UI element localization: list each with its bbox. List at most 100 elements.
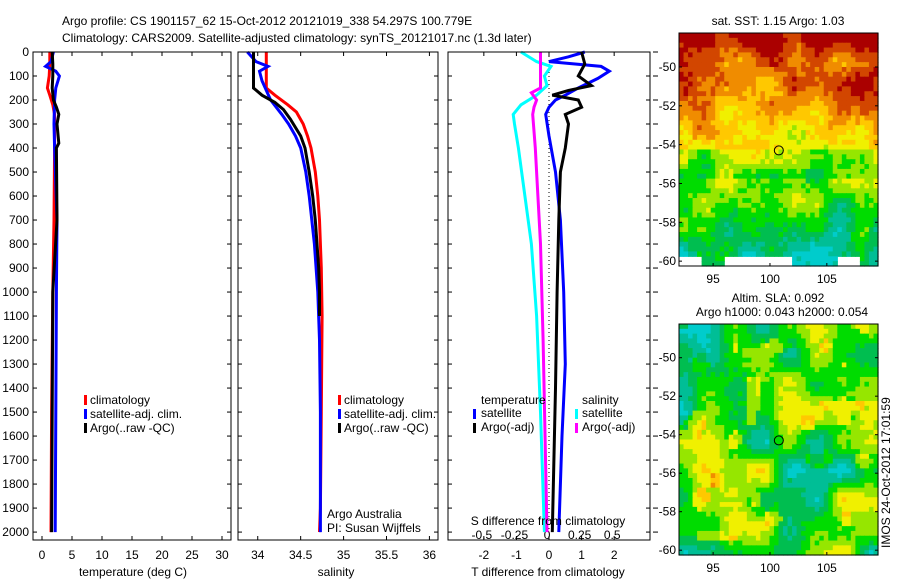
map-cell xyxy=(742,188,748,194)
map-cell xyxy=(832,241,838,248)
map-cell xyxy=(764,159,771,165)
series-line-climatology xyxy=(264,52,324,533)
map-cell xyxy=(683,105,689,112)
map-cell xyxy=(683,42,689,49)
map-cell xyxy=(737,535,743,542)
map-cell xyxy=(719,105,725,112)
map-cell xyxy=(764,52,771,58)
map-cell xyxy=(828,105,834,112)
map-cell xyxy=(764,458,771,465)
map-cell xyxy=(715,261,721,267)
map-cell xyxy=(828,212,834,219)
map-cell xyxy=(864,372,870,378)
map-cell xyxy=(706,439,712,445)
map-cell xyxy=(773,487,780,494)
map-cell xyxy=(814,241,820,248)
map-cell xyxy=(773,81,780,87)
map-cell xyxy=(819,207,825,214)
map-cell xyxy=(823,71,829,78)
map-cell xyxy=(801,482,807,489)
legend-label: Argo(..raw -QC) xyxy=(90,421,175,435)
lat-tick-label: -54 xyxy=(659,138,677,152)
map-cell xyxy=(787,37,793,44)
map-cell xyxy=(837,526,843,532)
map-cell xyxy=(841,246,847,253)
map-cell xyxy=(855,458,861,465)
map-cell xyxy=(679,420,685,426)
map-cell xyxy=(692,502,698,508)
map-cell xyxy=(710,246,716,253)
map-cell xyxy=(751,134,757,141)
map-cell xyxy=(783,396,789,402)
map-cell xyxy=(710,478,716,484)
map-cell xyxy=(679,66,685,73)
map-cell xyxy=(719,497,725,503)
map-cell xyxy=(764,76,771,83)
map-cell xyxy=(792,183,798,189)
map-cell xyxy=(755,497,762,503)
map-cell xyxy=(719,487,725,494)
map-cell xyxy=(701,159,707,165)
map-cell xyxy=(724,492,730,498)
map-cell xyxy=(783,473,789,479)
map-cell xyxy=(710,110,716,117)
map-cell xyxy=(692,381,698,388)
map-cell xyxy=(764,550,771,556)
map-cell xyxy=(841,105,847,112)
map-cell xyxy=(801,415,807,421)
map-cell xyxy=(773,429,780,436)
map-cell xyxy=(746,401,752,407)
map-cell xyxy=(679,492,685,498)
map-cell xyxy=(778,110,784,117)
map-cell xyxy=(737,386,743,392)
map-cell xyxy=(692,357,698,364)
x-tick-label: 34.5 xyxy=(289,548,313,562)
map-cell xyxy=(764,134,771,141)
map-cell xyxy=(719,241,725,248)
map-cell xyxy=(769,96,775,102)
map-cell xyxy=(778,251,784,257)
map-cell xyxy=(683,381,689,388)
map-cell xyxy=(701,198,707,204)
map-cell xyxy=(679,381,685,388)
map-cell xyxy=(683,410,689,417)
map-cell xyxy=(778,178,784,185)
map-cell xyxy=(814,463,820,469)
map-cell xyxy=(737,381,743,388)
map-cell xyxy=(692,468,698,474)
map-cell xyxy=(841,429,847,436)
map-cell xyxy=(841,405,847,412)
map-cell xyxy=(801,115,807,121)
map-cell xyxy=(778,482,784,489)
map-cell xyxy=(805,188,811,194)
map-cell xyxy=(796,540,802,546)
map-cell xyxy=(828,333,834,340)
map-cell xyxy=(728,535,734,542)
map-cell xyxy=(873,482,879,489)
map-cell xyxy=(697,202,703,209)
map-cell xyxy=(837,391,843,397)
map-cell xyxy=(746,420,752,426)
map-cell xyxy=(688,57,694,63)
map-cell xyxy=(715,381,721,388)
map-cell xyxy=(801,154,807,160)
map-cell xyxy=(810,362,816,368)
map-cell xyxy=(769,511,775,518)
map-cell xyxy=(810,487,816,494)
map-cell xyxy=(710,348,716,354)
map-cell xyxy=(792,425,798,431)
map-cell xyxy=(733,246,739,253)
map-cell xyxy=(823,251,829,257)
map-cell xyxy=(773,502,780,508)
map-cell xyxy=(810,492,816,498)
map-cell xyxy=(855,125,861,131)
map-cell xyxy=(783,110,789,117)
map-cell xyxy=(706,105,712,112)
map-cell xyxy=(792,482,798,489)
map-cell xyxy=(841,130,847,136)
map-cell xyxy=(832,473,838,479)
map-cell xyxy=(787,222,793,228)
map-cell xyxy=(868,62,875,68)
map-cell xyxy=(850,173,856,180)
map-cell xyxy=(796,134,802,141)
